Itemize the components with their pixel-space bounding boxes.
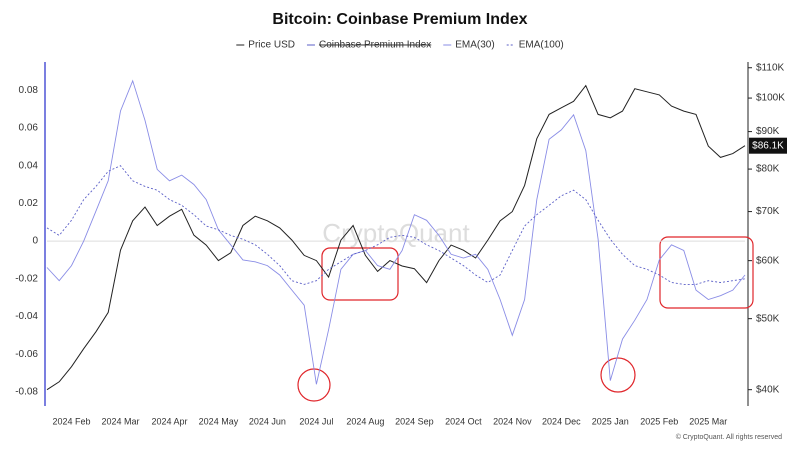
legend-label: EMA(100) xyxy=(519,40,564,51)
x-tick-label: 2025 Jan xyxy=(592,416,629,426)
y-tick-label: -0.08 xyxy=(15,387,38,398)
y-tick-label: 0.04 xyxy=(19,160,39,171)
y2-tick-label: $70K xyxy=(756,206,780,217)
y-tick-label: -0.06 xyxy=(15,349,38,360)
y2-tick-label: $40K xyxy=(756,384,780,395)
legend-item[interactable]: Price USD xyxy=(236,40,295,51)
x-tick-label: 2024 Oct xyxy=(445,416,482,426)
x-tick-label: 2024 Aug xyxy=(346,416,384,426)
highlight-box xyxy=(321,247,399,301)
series-line xyxy=(46,79,746,385)
x-tick-label: 2024 Jul xyxy=(299,416,333,426)
y-tick-label: 0 xyxy=(32,236,38,247)
highlight-circle xyxy=(600,357,636,393)
legend-item[interactable]: EMA(30) xyxy=(443,40,495,51)
y-tick-label: -0.04 xyxy=(15,311,38,322)
watermark: CryptoQuant xyxy=(322,218,470,248)
y2-tick-label: $50K xyxy=(756,313,780,324)
value-label: $86.1K xyxy=(752,140,784,151)
legend-item[interactable]: Coinbase Premium Index xyxy=(306,40,431,51)
y-tick-label: -0.02 xyxy=(15,273,38,284)
x-tick-label: 2025 Mar xyxy=(689,416,727,426)
series-line xyxy=(46,165,746,285)
y2-tick-label: $110K xyxy=(756,62,785,73)
y2-tick-label: $60K xyxy=(756,255,780,266)
y-tick-label: 0.06 xyxy=(19,123,39,134)
x-tick-label: 2024 May xyxy=(199,416,239,426)
x-tick-label: 2024 Dec xyxy=(542,416,581,426)
legend-label: EMA(30) xyxy=(455,40,494,51)
x-tick-label: 2024 Sep xyxy=(395,416,434,426)
y-tick-label: 0.02 xyxy=(19,198,39,209)
highlight-circle xyxy=(297,368,331,402)
x-tick-label: 2024 Feb xyxy=(52,416,90,426)
y-tick-label: 0.08 xyxy=(19,85,39,96)
value-label-bg xyxy=(749,137,787,154)
legend-label: Coinbase Premium Index xyxy=(319,40,431,51)
x-tick-label: 2024 Jun xyxy=(249,416,286,426)
highlight-box xyxy=(659,236,754,309)
y2-tick-label: $80K xyxy=(756,164,780,175)
x-tick-label: 2024 Apr xyxy=(151,416,187,426)
y2-tick-label: $90K xyxy=(756,126,780,137)
series-line xyxy=(46,84,746,391)
copyright: © CryptoQuant. All rights reserved xyxy=(676,433,782,441)
x-tick-label: 2024 Nov xyxy=(493,416,532,426)
legend-label: Price USD xyxy=(248,40,295,51)
chart-title: Bitcoin: Coinbase Premium Index xyxy=(272,11,527,28)
x-tick-label: 2024 Mar xyxy=(101,416,139,426)
x-tick-label: 2025 Feb xyxy=(640,416,678,426)
y2-tick-label: $100K xyxy=(756,93,785,104)
legend-item[interactable]: EMA(100) xyxy=(506,40,564,51)
